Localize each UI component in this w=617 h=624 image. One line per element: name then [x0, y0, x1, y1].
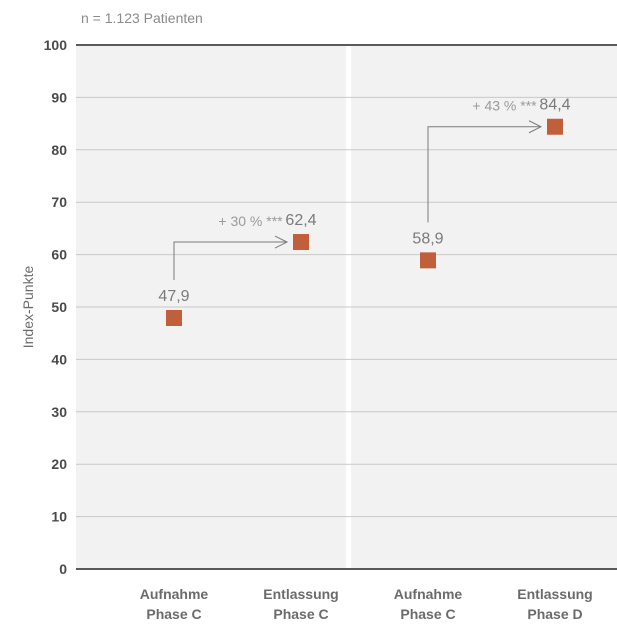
data-point [420, 252, 436, 269]
gridlines [76, 44, 617, 570]
category-label: Aufnahme [394, 586, 463, 602]
change-annotations: + 30 % *** + 43 % *** [173, 98, 543, 281]
y-tick-label: 80 [51, 142, 67, 158]
y-tick-label: 10 [51, 509, 67, 525]
category-label: Aufnahme [140, 586, 209, 602]
change-label: + 30 % *** [218, 213, 283, 229]
y-axis-label: Index-Punkte [20, 266, 36, 349]
data-point [166, 310, 182, 327]
data-label: 47,9 [158, 288, 189, 305]
sample-size-note: n = 1.123 Patienten [81, 10, 203, 26]
data-label: 84,4 [539, 97, 570, 114]
category-labels: Aufnahme Phase C Entlassung Phase C Aufnahme… [140, 586, 593, 622]
y-tick-label: 50 [51, 299, 67, 315]
category-label: Entlassung [517, 586, 592, 602]
category-label: Phase D [527, 606, 582, 622]
y-tick-label: 20 [51, 456, 67, 472]
y-tick-label: 0 [59, 561, 67, 577]
data-point [547, 118, 563, 135]
category-label: Entlassung [263, 586, 338, 602]
change-arrow [173, 241, 287, 281]
data-labels: 47,9 62,4 58,9 84,4 [158, 97, 570, 305]
y-tick-label: 40 [51, 351, 67, 367]
data-label: 58,9 [412, 230, 443, 247]
data-label: 62,4 [285, 212, 316, 229]
arrow-head [274, 235, 289, 249]
arrow-head [528, 120, 543, 134]
category-label: Phase C [273, 606, 328, 622]
y-tick-label: 70 [51, 194, 67, 210]
data-point [293, 234, 309, 251]
y-tick-label: 100 [44, 37, 68, 53]
data-points [166, 118, 563, 327]
y-tick-label: 30 [51, 404, 67, 420]
y-tick-label: 90 [51, 89, 67, 105]
category-label: Phase C [146, 606, 201, 622]
change-label: + 43 % *** [472, 98, 537, 114]
change-arrow [427, 126, 541, 223]
category-label: Phase C [400, 606, 455, 622]
y-tick-label: 60 [51, 247, 67, 263]
y-tick-labels: 0 10 20 30 40 50 60 70 80 90 100 [44, 37, 68, 577]
